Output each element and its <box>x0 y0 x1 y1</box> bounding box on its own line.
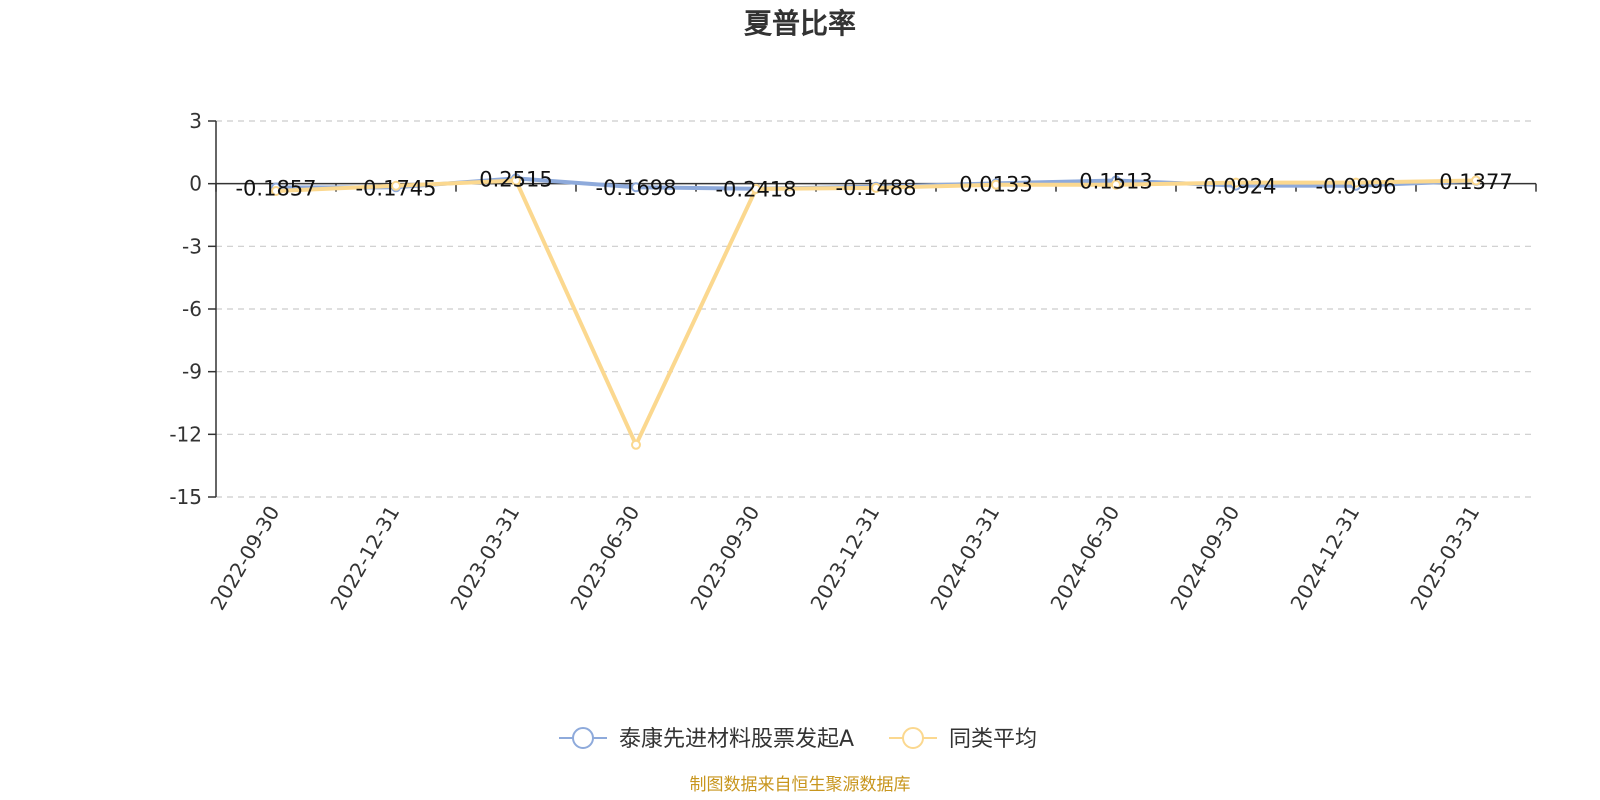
data-label: -0.0996 <box>1315 175 1396 199</box>
y-tick-label: -3 <box>182 234 202 258</box>
data-point <box>631 439 641 450</box>
data-label: 0.1513 <box>1079 170 1152 194</box>
legend-item-1[interactable]: 同类平均 <box>889 727 1037 752</box>
legend-circle-icon <box>902 727 924 749</box>
x-tick-label: 2025-03-31 <box>1405 502 1484 615</box>
data-label: 0.2515 <box>479 167 552 191</box>
chart-title: 夏普比率 <box>744 7 856 40</box>
data-point <box>271 185 281 196</box>
data-point <box>631 182 641 193</box>
x-tick-label: 2023-12-31 <box>805 502 884 615</box>
legend-label: 泰康先进材料股票发起A <box>619 727 854 752</box>
data-point <box>1111 179 1121 190</box>
x-tick-label: 2022-09-30 <box>205 502 284 615</box>
y-tick-label: -6 <box>182 297 202 321</box>
grid-lines <box>216 120 1536 498</box>
x-tick-label: 2024-12-31 <box>1285 502 1364 615</box>
legend-label: 同类平均 <box>949 727 1037 752</box>
data-point <box>751 183 761 194</box>
data-label: -0.1745 <box>355 176 436 200</box>
x-tick-label: 2024-06-30 <box>1045 502 1124 615</box>
data-labels: -0.1857 -0.1745 0.2515 -0.1698 -0.2418 -0.148… <box>235 167 1512 201</box>
x-tick-label: 2022-12-31 <box>325 502 404 615</box>
data-point <box>871 182 881 193</box>
data-label: -0.1857 <box>235 177 316 201</box>
series-lines <box>271 173 1481 450</box>
legend: 泰康先进材料股票发起A 同类平均 <box>559 727 1037 752</box>
data-label: -0.1488 <box>835 176 916 200</box>
data-point <box>511 175 521 186</box>
data-point <box>1471 175 1481 186</box>
data-point <box>391 180 401 191</box>
x-tick-label: 2023-03-31 <box>445 502 524 615</box>
y-tick-label: 0 <box>189 172 202 196</box>
x-tick-label: 2024-03-31 <box>925 502 1004 615</box>
data-label: -0.1698 <box>595 176 676 200</box>
y-tick-label: -9 <box>182 360 202 384</box>
y-tick-label: 3 <box>189 109 202 133</box>
data-label: 0.0133 <box>959 172 1032 196</box>
x-tick-label: 2024-09-30 <box>1165 502 1244 615</box>
data-label: 0.1377 <box>1439 170 1512 194</box>
legend-item-0[interactable]: 泰康先进材料股票发起A <box>559 727 854 752</box>
source-note: 制图数据来自恒生聚源数据库 <box>690 775 911 795</box>
x-tick-label: 2023-06-30 <box>565 502 644 615</box>
y-tick-label: -12 <box>169 422 202 446</box>
legend-circle-icon <box>572 727 594 749</box>
series-line-1 <box>275 178 1477 447</box>
y-tick-label: -15 <box>169 485 202 509</box>
data-point <box>991 179 1001 190</box>
data-label: -0.2418 <box>715 178 796 202</box>
x-tick-label: 2023-09-30 <box>685 502 764 615</box>
data-point <box>1351 177 1361 188</box>
data-label: -0.0924 <box>1195 175 1276 199</box>
data-point <box>1231 177 1241 188</box>
